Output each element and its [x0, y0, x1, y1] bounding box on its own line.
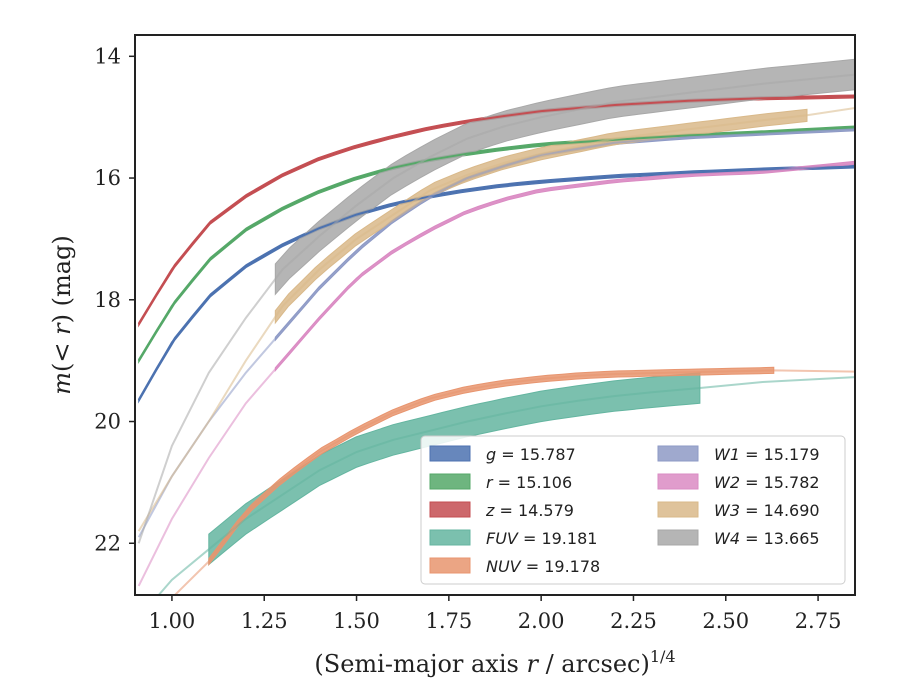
series-lines	[137, 73, 855, 595]
series-line-w3	[137, 107, 855, 532]
legend-swatch-w1	[657, 445, 699, 462]
series-band-r	[138, 125, 855, 364]
y-tick-label: 18	[94, 288, 121, 312]
series-line-w4	[137, 73, 855, 544]
series-line-nuv	[173, 369, 855, 595]
legend-label-z: z = 14.579	[485, 501, 574, 520]
x-tick-label: 2.50	[702, 609, 749, 633]
legend-swatch-nuv	[429, 557, 471, 574]
x-tick-label: 1.25	[241, 609, 288, 633]
x-tick-label: 2.00	[518, 609, 565, 633]
series-band-nuv	[208, 366, 775, 567]
y-tick-label: 22	[94, 531, 121, 555]
x-tick-label: 1.75	[425, 609, 472, 633]
legend-swatch-r	[429, 473, 471, 490]
legend-label-fuv: FUV = 19.181	[486, 529, 597, 548]
y-tick-label: 16	[94, 166, 121, 190]
legend-swatch-w4	[657, 529, 699, 546]
axis-ticks: 1.00 1.25 1.50 1.75 2.00 2.25 2.50 2.75 14 16 18 20…	[94, 44, 841, 633]
series-line-w1	[137, 128, 855, 538]
series-band-z	[138, 94, 855, 328]
legend-label-w2: W2 = 15.782	[714, 473, 820, 492]
legend-swatch-z	[429, 501, 471, 518]
legend-label-w4: W4 = 13.665	[714, 529, 820, 548]
legend-label-nuv: NUV = 19.178	[486, 557, 600, 576]
x-axis-label: (Semi-major axis r / arcsec)1/4	[314, 647, 675, 678]
legend-swatch-fuv	[429, 529, 471, 546]
plot-frame	[134, 34, 856, 596]
legend-label-g: g = 15.787	[486, 445, 576, 464]
x-tick-label: 1.00	[149, 609, 196, 633]
series-line-fuv	[157, 376, 855, 595]
legend-swatch-w3	[657, 501, 699, 518]
x-tick-label: 2.25	[610, 609, 657, 633]
legend-swatch-w2	[657, 473, 699, 490]
legend-label-r: r = 15.106	[486, 473, 572, 492]
series-line-r	[137, 126, 855, 362]
y-axis-label: m(< r) (mag)	[48, 235, 76, 395]
series-line-g	[137, 165, 855, 401]
legend-label-w1: W1 = 15.179	[714, 445, 820, 464]
legend-swatch-g	[429, 445, 471, 462]
y-tick-label: 14	[94, 44, 121, 68]
x-tick-label: 1.50	[333, 609, 380, 633]
x-tick-label: 2.75	[795, 609, 842, 633]
legend: g = 15.787 r = 15.106 z = 14.579 FUV = 19.1…	[420, 435, 846, 585]
legend-label-w3: W3 = 14.690	[714, 501, 820, 520]
series-band-w2	[274, 160, 855, 373]
series-line-z	[137, 95, 855, 325]
legend-box	[420, 435, 846, 585]
y-tick-label: 20	[94, 410, 121, 434]
series-line-w2	[137, 161, 855, 587]
